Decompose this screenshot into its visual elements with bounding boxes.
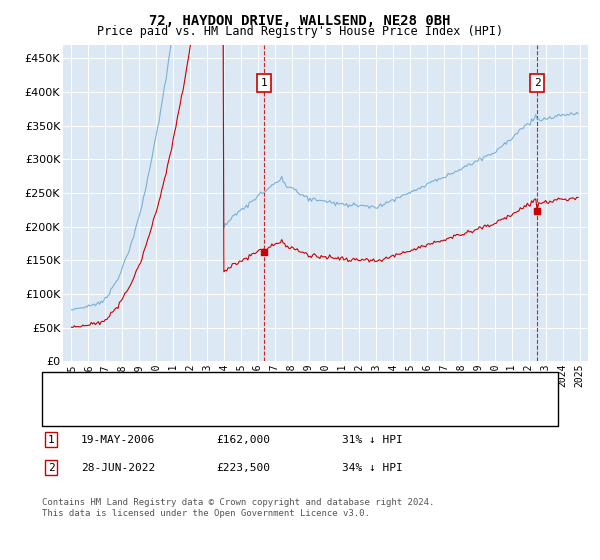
Text: 34% ↓ HPI: 34% ↓ HPI [342,463,403,473]
Text: 72, HAYDON DRIVE, WALLSEND, NE28 0BH (detached house): 72, HAYDON DRIVE, WALLSEND, NE28 0BH (de… [84,380,415,390]
Text: HPI: Average price, detached house, North Tyneside: HPI: Average price, detached house, Nort… [84,405,397,416]
Text: 72, HAYDON DRIVE, WALLSEND, NE28 0BH: 72, HAYDON DRIVE, WALLSEND, NE28 0BH [149,14,451,28]
Text: 1: 1 [261,78,268,88]
Text: 2: 2 [47,463,55,473]
Text: £223,500: £223,500 [216,463,270,473]
Text: 19-MAY-2006: 19-MAY-2006 [81,435,155,445]
Text: ——: —— [54,378,69,391]
Text: ——: —— [54,404,69,417]
Text: £162,000: £162,000 [216,435,270,445]
Text: 28-JUN-2022: 28-JUN-2022 [81,463,155,473]
Text: 1: 1 [47,435,55,445]
Text: Price paid vs. HM Land Registry's House Price Index (HPI): Price paid vs. HM Land Registry's House … [97,25,503,38]
Text: Contains HM Land Registry data © Crown copyright and database right 2024.
This d: Contains HM Land Registry data © Crown c… [42,498,434,518]
Text: 2: 2 [533,78,541,88]
Text: 31% ↓ HPI: 31% ↓ HPI [342,435,403,445]
